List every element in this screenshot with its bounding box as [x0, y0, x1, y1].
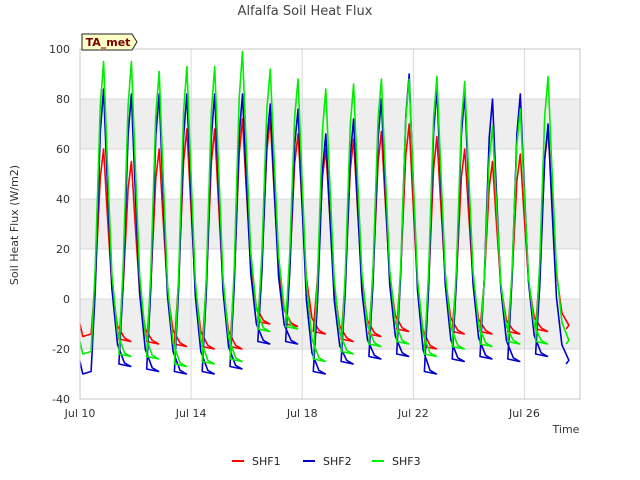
- chart-title: Alfalfa Soil Heat Flux: [238, 4, 373, 19]
- ta-met-badge: TA_met: [81, 33, 138, 51]
- x-tick-label: Jul 26: [508, 407, 540, 420]
- badge-shape: [81, 33, 138, 51]
- x-tick-label: Jul 22: [397, 407, 429, 420]
- y-axis-label: Soil Heat Flux (W/m2): [8, 165, 21, 285]
- band-2: [80, 99, 580, 149]
- x-tick-label: Jul 18: [286, 407, 318, 420]
- series-group: [79, 50, 570, 375]
- x-tick-label: Jul 10: [64, 407, 96, 420]
- x-axis-label: Time: [552, 423, 580, 436]
- y-tick-label: 80: [56, 93, 70, 106]
- legend-label-shf2: SHF2: [323, 455, 352, 468]
- series-line-shf3: [79, 50, 570, 368]
- legend-label-shf3: SHF3: [392, 455, 421, 468]
- legend-label-shf1: SHF1: [252, 455, 281, 468]
- y-tick-label: 40: [56, 193, 70, 206]
- y-tick-label: 100: [49, 43, 70, 56]
- band-0: [80, 299, 580, 349]
- legend: SHF1 SHF2 SHF3: [232, 455, 421, 468]
- x-tick-label: Jul 14: [175, 407, 207, 420]
- y-tick-label: 60: [56, 143, 70, 156]
- y-tick-label: -20: [52, 343, 70, 356]
- tick-labels: -40 -20 0 20 40 60 80 100 Jul 10 Jul 14 Jul 18 Jul …: [49, 43, 540, 420]
- axes: [79, 48, 581, 400]
- y-tick-label: 20: [56, 243, 70, 256]
- plot-frame: [79, 48, 581, 400]
- badge-label: TA_met: [86, 36, 131, 49]
- y-tick-label: -40: [52, 393, 70, 406]
- y-tick-label: 0: [63, 293, 70, 306]
